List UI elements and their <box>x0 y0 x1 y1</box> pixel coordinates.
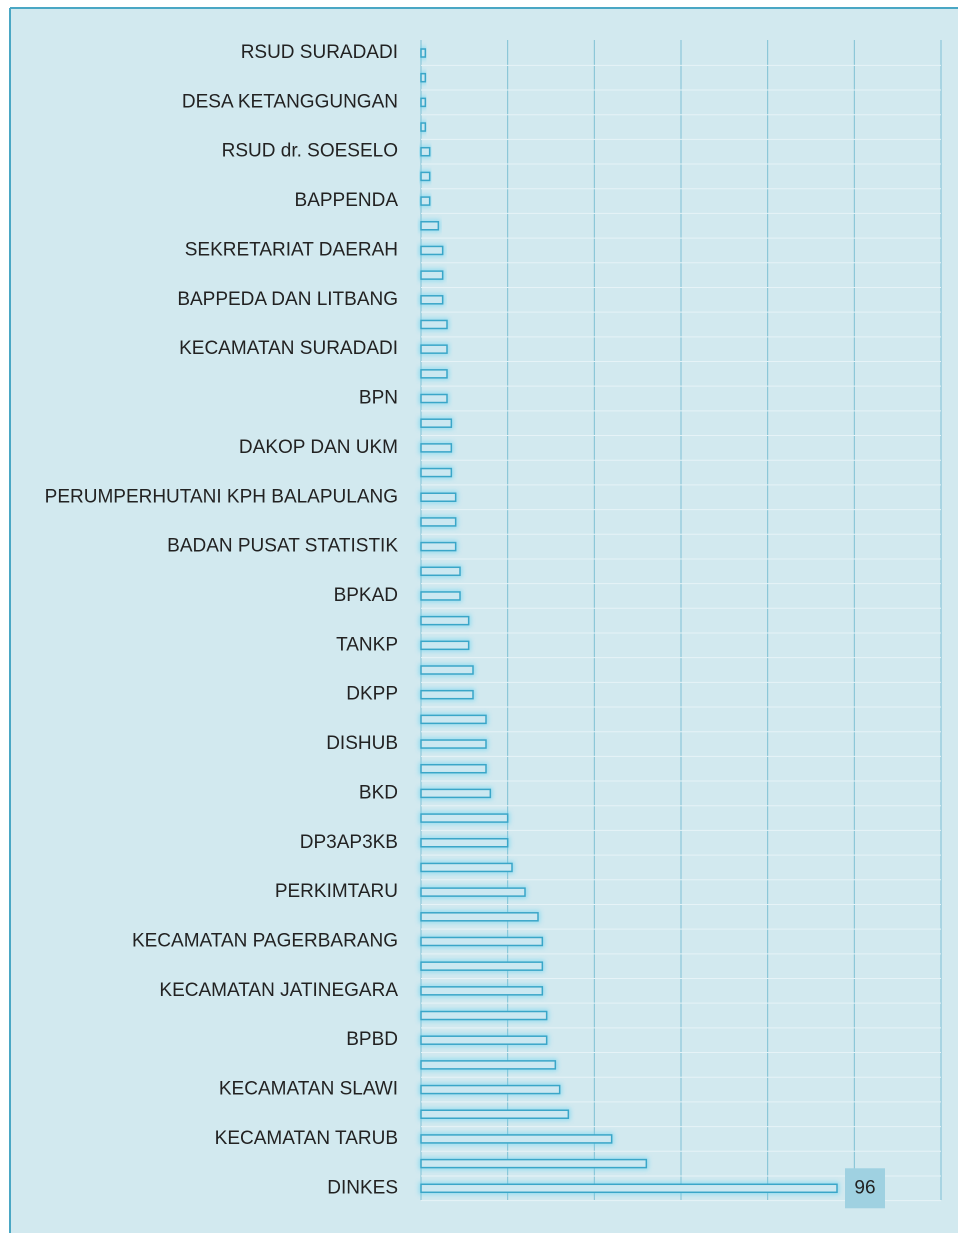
bar <box>420 714 487 725</box>
bar <box>420 763 487 774</box>
bar <box>420 838 509 848</box>
bar <box>420 1134 613 1144</box>
bar <box>420 640 470 651</box>
y-tick-label: DAKOP DAN UKM <box>239 437 398 458</box>
bar <box>420 912 539 922</box>
bar <box>420 1035 548 1045</box>
bar <box>420 295 444 305</box>
bar <box>420 961 544 971</box>
data-label: 96 <box>854 1177 875 1198</box>
y-tick-label: BPN <box>359 388 398 409</box>
y-tick-label: BPKAD <box>334 585 398 606</box>
bar <box>420 467 453 478</box>
bar <box>420 986 544 996</box>
bar <box>420 517 457 527</box>
bar <box>420 665 474 675</box>
bar <box>420 1010 548 1021</box>
y-tick-label: RSUD SURADADI <box>241 42 398 63</box>
plot-background <box>10 8 958 1233</box>
bar <box>420 393 448 404</box>
bar <box>420 566 461 577</box>
bar <box>420 146 431 157</box>
y-tick-label: RSUD dr. SOESELO <box>222 141 398 162</box>
bar <box>420 862 513 873</box>
y-tick-label: BADAN PUSAT STATISTIK <box>167 536 398 557</box>
y-tick-label: KECAMATAN JATINEGARA <box>159 980 398 1001</box>
bar <box>420 319 448 330</box>
y-tick-label: BKD <box>359 782 398 803</box>
bar <box>420 72 427 83</box>
y-tick-label: BAPPENDA <box>295 190 399 211</box>
y-tick-label: DESA KETANGGUNGAN <box>182 91 398 112</box>
y-tick-label: KECAMATAN SLAWI <box>219 1079 398 1100</box>
bar <box>420 196 431 206</box>
bar <box>420 1060 557 1070</box>
bar <box>420 270 444 280</box>
y-tick-label: BAPPEDA DAN LITBANG <box>177 289 398 310</box>
bar <box>420 887 526 897</box>
bar <box>420 739 487 749</box>
bar <box>420 221 440 231</box>
bar <box>420 788 492 799</box>
y-tick-label: BPBD <box>346 1029 398 1050</box>
y-tick-label: DKPP <box>346 684 398 705</box>
bar <box>420 48 427 58</box>
y-tick-label: TANKP <box>336 634 398 655</box>
bar <box>420 171 431 182</box>
y-tick-label: PERUMPERHUTANI KPH BALAPULANG <box>45 486 398 507</box>
bar <box>420 813 509 823</box>
y-tick-label: DISHUB <box>326 733 398 754</box>
bar <box>420 492 457 502</box>
bar <box>420 443 453 453</box>
bar <box>420 1158 648 1169</box>
y-tick-label: KECAMATAN PAGERBARANG <box>132 930 398 951</box>
bar <box>420 1109 570 1119</box>
y-tick-label: SEKRETARIAT DAERAH <box>185 239 398 260</box>
bar <box>420 1183 838 1194</box>
y-tick-label: DINKES <box>327 1177 398 1198</box>
bar <box>420 689 474 700</box>
bar <box>420 936 544 947</box>
bar <box>420 615 470 626</box>
y-tick-label: KECAMATAN SURADADI <box>179 338 398 359</box>
bar <box>420 344 448 354</box>
bar <box>420 541 457 552</box>
y-tick-label: PERKIMTARU <box>275 881 398 902</box>
bar <box>420 245 444 256</box>
bar <box>420 122 427 132</box>
y-tick-label: KECAMATAN TARUB <box>215 1128 398 1149</box>
y-tick-label: DP3AP3KB <box>300 832 398 853</box>
bar <box>420 418 453 428</box>
bar <box>420 369 448 379</box>
bar <box>420 97 427 108</box>
bar <box>420 591 461 601</box>
bar <box>420 1084 561 1095</box>
data-label-box <box>845 1168 885 1209</box>
